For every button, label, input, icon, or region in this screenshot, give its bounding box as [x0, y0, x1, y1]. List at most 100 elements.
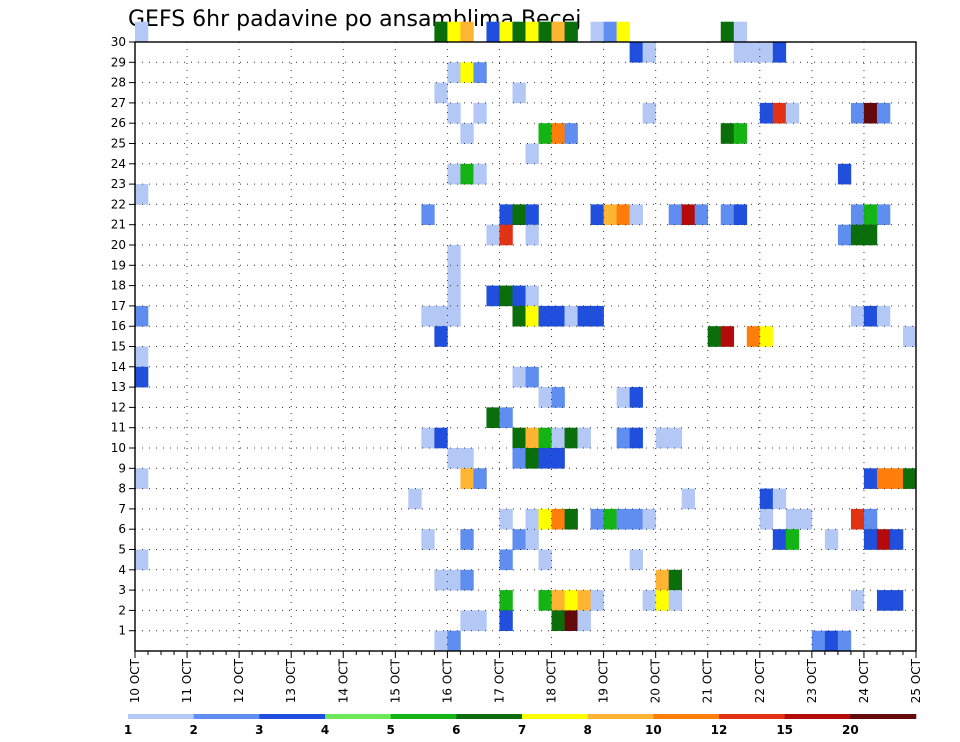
heatmap-cell: [629, 508, 643, 530]
x-tick-label: 25 OCT: [909, 658, 923, 703]
heatmap-cell: [551, 21, 565, 43]
legend-label: 15: [776, 723, 793, 737]
legend-swatch: [653, 714, 720, 719]
heatmap-cell: [863, 468, 878, 489]
legend-label: 8: [583, 723, 591, 737]
heatmap-cell: [603, 21, 617, 43]
heatmap-cell: [460, 62, 474, 83]
heatmap-cell: [655, 590, 669, 611]
heatmap-cell: [876, 468, 891, 489]
legend-label: 5: [386, 723, 394, 737]
heatmap-cell: [772, 102, 787, 124]
legend-label: 3: [255, 723, 263, 737]
y-tick-label: 3: [118, 583, 126, 597]
heatmap-cell: [785, 529, 800, 550]
heatmap-cell: [889, 590, 904, 611]
heatmap-cell: [512, 529, 526, 550]
heatmap-cell: [746, 326, 761, 347]
x-tick-label: 20 OCT: [649, 658, 663, 703]
heatmap-cell: [850, 224, 865, 246]
x-tick-label: 15 OCT: [388, 658, 402, 703]
heatmap-cell: [473, 468, 487, 489]
heatmap-cell: [707, 326, 722, 347]
heatmap-cell: [551, 610, 565, 631]
x-tick-label: 17 OCT: [492, 658, 506, 703]
heatmap-cell: [850, 204, 865, 225]
heatmap-cell: [460, 610, 474, 631]
heatmap-cell: [434, 569, 448, 591]
x-tick-label: 18 OCT: [545, 658, 559, 703]
heatmap-cell: [538, 427, 552, 449]
heatmap-cell: [473, 163, 487, 185]
heatmap-cell: [434, 305, 448, 327]
heatmap-cell: [616, 204, 630, 225]
heatmap-cell: [824, 630, 839, 652]
heatmap-cell: [525, 143, 539, 165]
y-tick-label: 16: [111, 319, 126, 333]
heatmap-cell: [551, 508, 565, 530]
heatmap-cell: [538, 549, 552, 571]
heatmap-cell: [538, 590, 552, 611]
heatmap-cell: [499, 590, 513, 611]
y-axis: 1234567891011121314151617181920212223242…: [111, 35, 135, 638]
heatmap-cell: [434, 427, 448, 449]
x-tick-label: 22 OCT: [753, 658, 767, 703]
x-tick-label: 19 OCT: [597, 658, 611, 703]
heatmap-cell: [863, 224, 878, 246]
y-tick-label: 9: [118, 461, 126, 475]
heatmap-cell: [499, 285, 513, 307]
heatmap-cell: [551, 448, 565, 469]
heatmap-cell: [863, 102, 878, 124]
y-tick-label: 18: [111, 279, 126, 293]
heatmap-cell: [499, 610, 513, 631]
y-tick-label: 2: [118, 603, 126, 617]
y-tick-label: 25: [111, 137, 126, 151]
heatmap-cell: [863, 204, 878, 225]
heatmap-cell: [447, 102, 461, 124]
heatmap-cell: [642, 42, 656, 63]
heatmap-cell: [577, 610, 591, 631]
heatmap-cell: [850, 102, 865, 124]
legend-swatch: [325, 714, 391, 719]
legend-label: 6: [452, 723, 460, 737]
y-tick-label: 21: [111, 218, 126, 232]
heatmap-cell: [135, 468, 149, 489]
heatmap-cell: [499, 549, 513, 571]
y-tick-label: 17: [111, 299, 126, 313]
heatmap-cell: [486, 407, 500, 428]
heatmap-cell: [798, 508, 813, 530]
heatmap-cell: [499, 508, 513, 530]
heatmap-cell: [421, 305, 435, 327]
heatmap-cell: [525, 21, 539, 43]
heatmap-cell: [629, 387, 643, 408]
heatmap-cell: [447, 305, 461, 327]
heatmap-cell: [525, 224, 539, 246]
heatmap-cell: [421, 427, 435, 449]
y-tick-label: 8: [118, 482, 126, 496]
heatmap-cell: [460, 123, 474, 144]
heatmap-cell: [525, 529, 539, 550]
heatmap-cell: [616, 427, 630, 449]
y-tick-label: 5: [118, 543, 126, 557]
heatmap-cell: [460, 569, 474, 591]
heatmap-cell: [447, 62, 461, 83]
heatmap-cell: [850, 508, 865, 530]
heatmap-cell: [603, 508, 617, 530]
heatmap-cell: [434, 82, 448, 104]
y-tick-label: 7: [118, 502, 126, 516]
y-tick-label: 27: [111, 96, 126, 110]
heatmap-cell: [460, 163, 474, 185]
heatmap-cell: [837, 224, 852, 246]
heatmap-cell: [447, 245, 461, 266]
heatmap-cell: [434, 630, 448, 652]
heatmap-cell: [694, 204, 709, 225]
heatmap-cell: [564, 305, 578, 327]
heatmap-cell: [447, 265, 461, 286]
heatmap-cell: [577, 590, 591, 611]
heatmap-cell: [590, 305, 604, 327]
heatmap-cell: [525, 508, 539, 530]
heatmap-cell: [642, 102, 656, 124]
heatmap-cell: [577, 305, 591, 327]
heatmap-cell: [902, 326, 917, 347]
